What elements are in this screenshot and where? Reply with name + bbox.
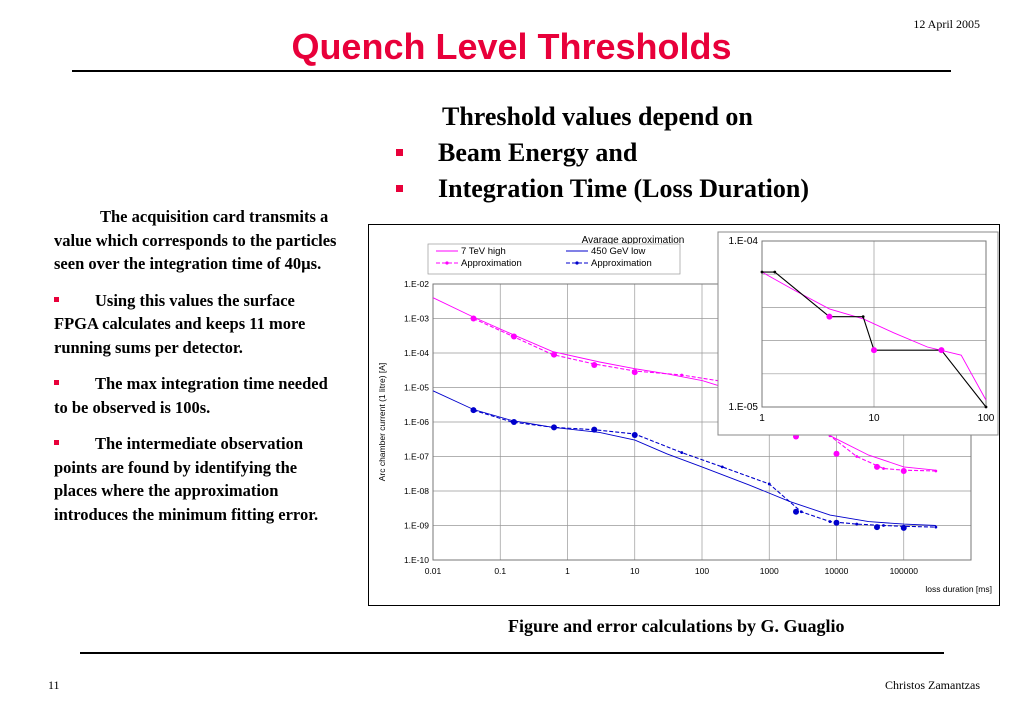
x-tick-label: 1000 <box>760 566 779 576</box>
left-bullet: The intermediate observation points are … <box>54 434 319 524</box>
bullet-square-icon <box>54 296 59 302</box>
y-tick-label: 1.E-09 <box>404 521 429 531</box>
approximation-point <box>680 373 684 377</box>
x-tick-label: 10 <box>630 566 640 576</box>
y-tick-label: 1.E-08 <box>404 486 429 496</box>
data-point-marker <box>591 426 598 433</box>
data-point-marker <box>873 524 880 531</box>
approximation-point <box>882 524 885 527</box>
approximation-point <box>934 525 938 529</box>
page-number: 11 <box>48 678 60 692</box>
approximation-point <box>773 270 777 274</box>
y-tick-label: 1.E-03 <box>404 314 429 324</box>
approximation-point <box>720 465 724 469</box>
left-bullet: The max integration time needed to be ob… <box>54 374 328 417</box>
approximation-point <box>855 455 859 458</box>
legend-label: Approximation <box>461 258 522 269</box>
inset-frame <box>717 231 999 436</box>
approximation-point <box>882 467 885 470</box>
data-point-marker <box>470 407 477 414</box>
left-text-block: The acquisition card transmits a value w… <box>54 205 339 539</box>
y-tick-label: 1.E-06 <box>404 417 429 427</box>
data-point-marker <box>938 347 945 354</box>
legend-box <box>427 243 681 275</box>
data-point-marker <box>470 315 477 322</box>
data-point-marker <box>551 351 558 358</box>
slide-title: Quench Level Thresholds <box>291 26 732 67</box>
figure-caption: Figure and error calculations by G. Guag… <box>508 616 845 636</box>
bullet-square-icon <box>396 184 403 192</box>
title-divider <box>72 70 951 72</box>
x-tick-label: 0.01 <box>425 566 442 576</box>
approximation-point <box>799 510 803 514</box>
approximation-point <box>680 451 684 454</box>
x-tick-label: 1 <box>565 566 570 576</box>
legend-swatch-point <box>445 261 449 265</box>
data-point-marker <box>631 369 638 376</box>
plot-area-border <box>761 240 987 408</box>
y-tick-label: 1.E-02 <box>404 279 429 289</box>
x-tick-label: 10 <box>868 413 880 424</box>
data-point-marker <box>871 347 877 354</box>
approximation-point <box>828 520 832 523</box>
x-axis-title: loss duration [ms] <box>925 584 992 594</box>
legend-label: 450 GeV low <box>591 246 646 257</box>
data-point-marker <box>551 424 558 431</box>
acquisition-paragraph: The acquisition card transmits a value w… <box>54 207 337 273</box>
x-tick-label: 10000 <box>825 566 849 576</box>
data-point-marker <box>826 313 833 320</box>
y-tick-label: 1.E-04 <box>729 236 759 247</box>
legend-swatch-point <box>575 261 579 265</box>
y-tick-label: 1.E-04 <box>404 348 429 358</box>
approximation-point <box>861 315 865 319</box>
bullet-square-icon <box>54 440 59 445</box>
data-point-marker <box>873 463 880 470</box>
threshold-chart: 0.01 0.1 1 10 100 1000 10000 100000 1.E-02 1.E-03… <box>368 224 1000 606</box>
x-tick-label: 100000 <box>890 566 919 576</box>
y-tick-label: 1.E-10 <box>404 555 429 565</box>
approximation-point <box>984 405 988 409</box>
approximation-point <box>934 469 938 473</box>
legend-label: Approximation <box>591 258 652 269</box>
bullet-square-icon <box>54 380 59 385</box>
data-point-marker <box>510 333 517 340</box>
data-point-marker <box>510 419 517 425</box>
series-line-450-gev-low <box>432 390 936 526</box>
data-point-marker <box>591 361 598 368</box>
threshold-heading: Threshold values depend on <box>442 102 753 131</box>
approximation-point <box>855 522 859 526</box>
series-line-7-tev-high <box>432 297 936 471</box>
data-point-marker <box>900 524 907 531</box>
x-tick-label: 1 <box>759 413 765 424</box>
y-tick-label: 1.E-05 <box>729 402 759 413</box>
x-tick-label: 100 <box>695 566 709 576</box>
y-tick-label: 1.E-07 <box>404 452 429 462</box>
bullet-beam-energy: Beam Energy and <box>396 138 637 168</box>
data-point-marker <box>833 519 840 526</box>
chart-title: Avarage approximation <box>582 235 685 246</box>
y-axis-title: Arc chamber current (1 litre) [A] <box>377 363 387 482</box>
bullet-integration-time: Integration Time (Loss Duration) <box>396 174 809 204</box>
footer-divider <box>80 652 944 654</box>
bullet-square-icon <box>396 148 403 156</box>
data-point-marker <box>793 508 800 515</box>
left-bullet: Using this values the surface FPGA calcu… <box>54 290 306 357</box>
x-tick-label: 0.1 <box>494 566 506 576</box>
y-tick-label: 1.E-05 <box>404 383 429 393</box>
data-point-marker <box>631 431 638 438</box>
approximation-point <box>760 270 764 274</box>
approximation-point <box>767 482 771 486</box>
legend-label: 7 TeV high <box>461 246 506 257</box>
x-tick-label: 100 <box>978 413 995 424</box>
data-point-marker <box>900 467 907 474</box>
slide-date: 12 April 2005 <box>913 17 980 31</box>
author-name: Christos Zamantzas <box>885 678 980 692</box>
data-point-marker <box>833 450 840 457</box>
